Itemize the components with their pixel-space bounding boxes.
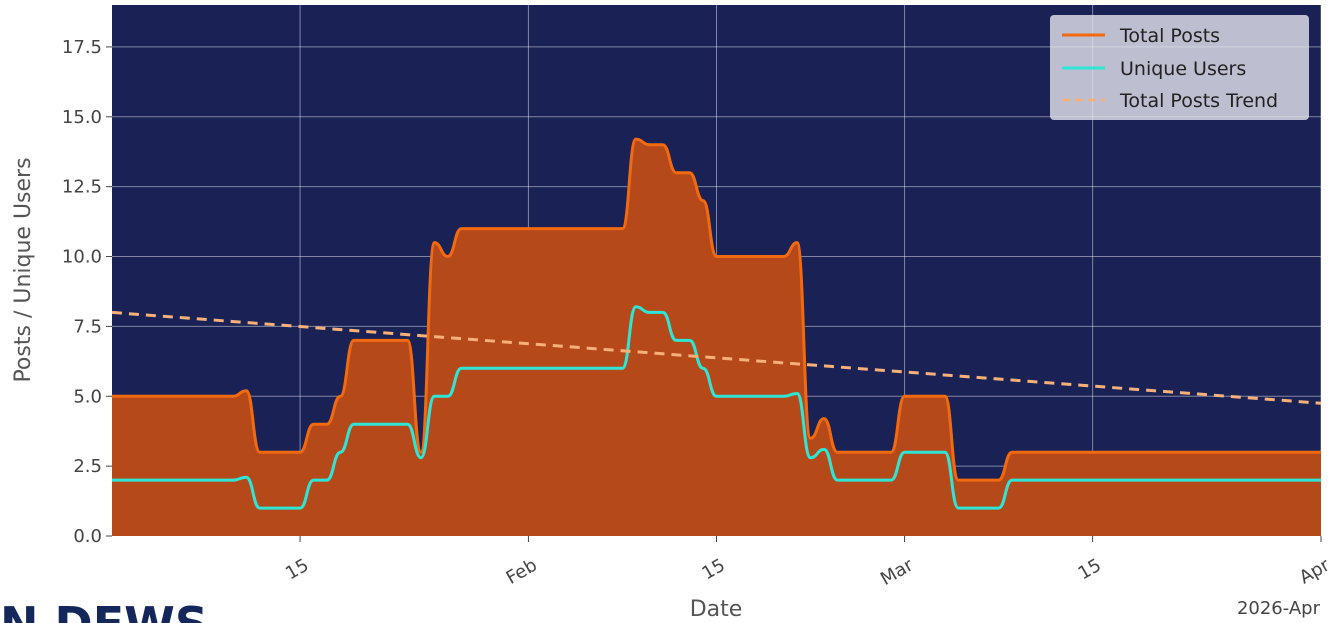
- x-tick-label: 15: [698, 555, 728, 585]
- y-tick-label: 15.0: [62, 107, 102, 128]
- series-line-unique-users: [112, 305, 1321, 510]
- y-axis-title: Posts / Unique Users: [11, 157, 36, 382]
- x-tick-label: 15: [1075, 555, 1105, 585]
- series-line-total-posts: [112, 137, 1321, 482]
- y-tick-label: 0.0: [73, 526, 102, 547]
- x-axis-title: Date: [690, 597, 743, 622]
- x-tick-label: 15: [282, 555, 312, 585]
- legend: Total Posts Unique Users Total Posts Tre…: [1050, 15, 1309, 120]
- legend-label-unique-users: Unique Users: [1120, 58, 1246, 80]
- series-line-total-posts-trend: [111, 310, 1322, 405]
- y-tick-label: 10.0: [62, 247, 102, 268]
- x-offset-label: 2026-Apr: [1237, 598, 1321, 619]
- line-layer: [111, 137, 1322, 510]
- x-tick-label: Feb: [503, 555, 541, 589]
- y-tick-label: 5.0: [73, 386, 102, 407]
- brand-logo: N DEWS: [0, 597, 208, 623]
- y-tick-label: 12.5: [62, 177, 102, 198]
- x-axis-ticks: 15 Feb 15 Mar 15 Apr: [282, 536, 1328, 590]
- x-tick-label: Mar: [877, 554, 917, 589]
- x-tick-label: Apr: [1296, 554, 1328, 588]
- legend-box: [1050, 15, 1309, 120]
- legend-label-trend: Total Posts Trend: [1119, 90, 1278, 112]
- legend-label-total-posts: Total Posts: [1119, 25, 1220, 47]
- y-tick-label: 17.5: [62, 37, 102, 58]
- y-axis-ticks: 0.0 2.5 5.0 7.5 10.0 12.5 15.0 17.5: [62, 37, 112, 547]
- y-tick-label: 7.5: [73, 316, 102, 337]
- y-tick-label: 2.5: [73, 456, 102, 477]
